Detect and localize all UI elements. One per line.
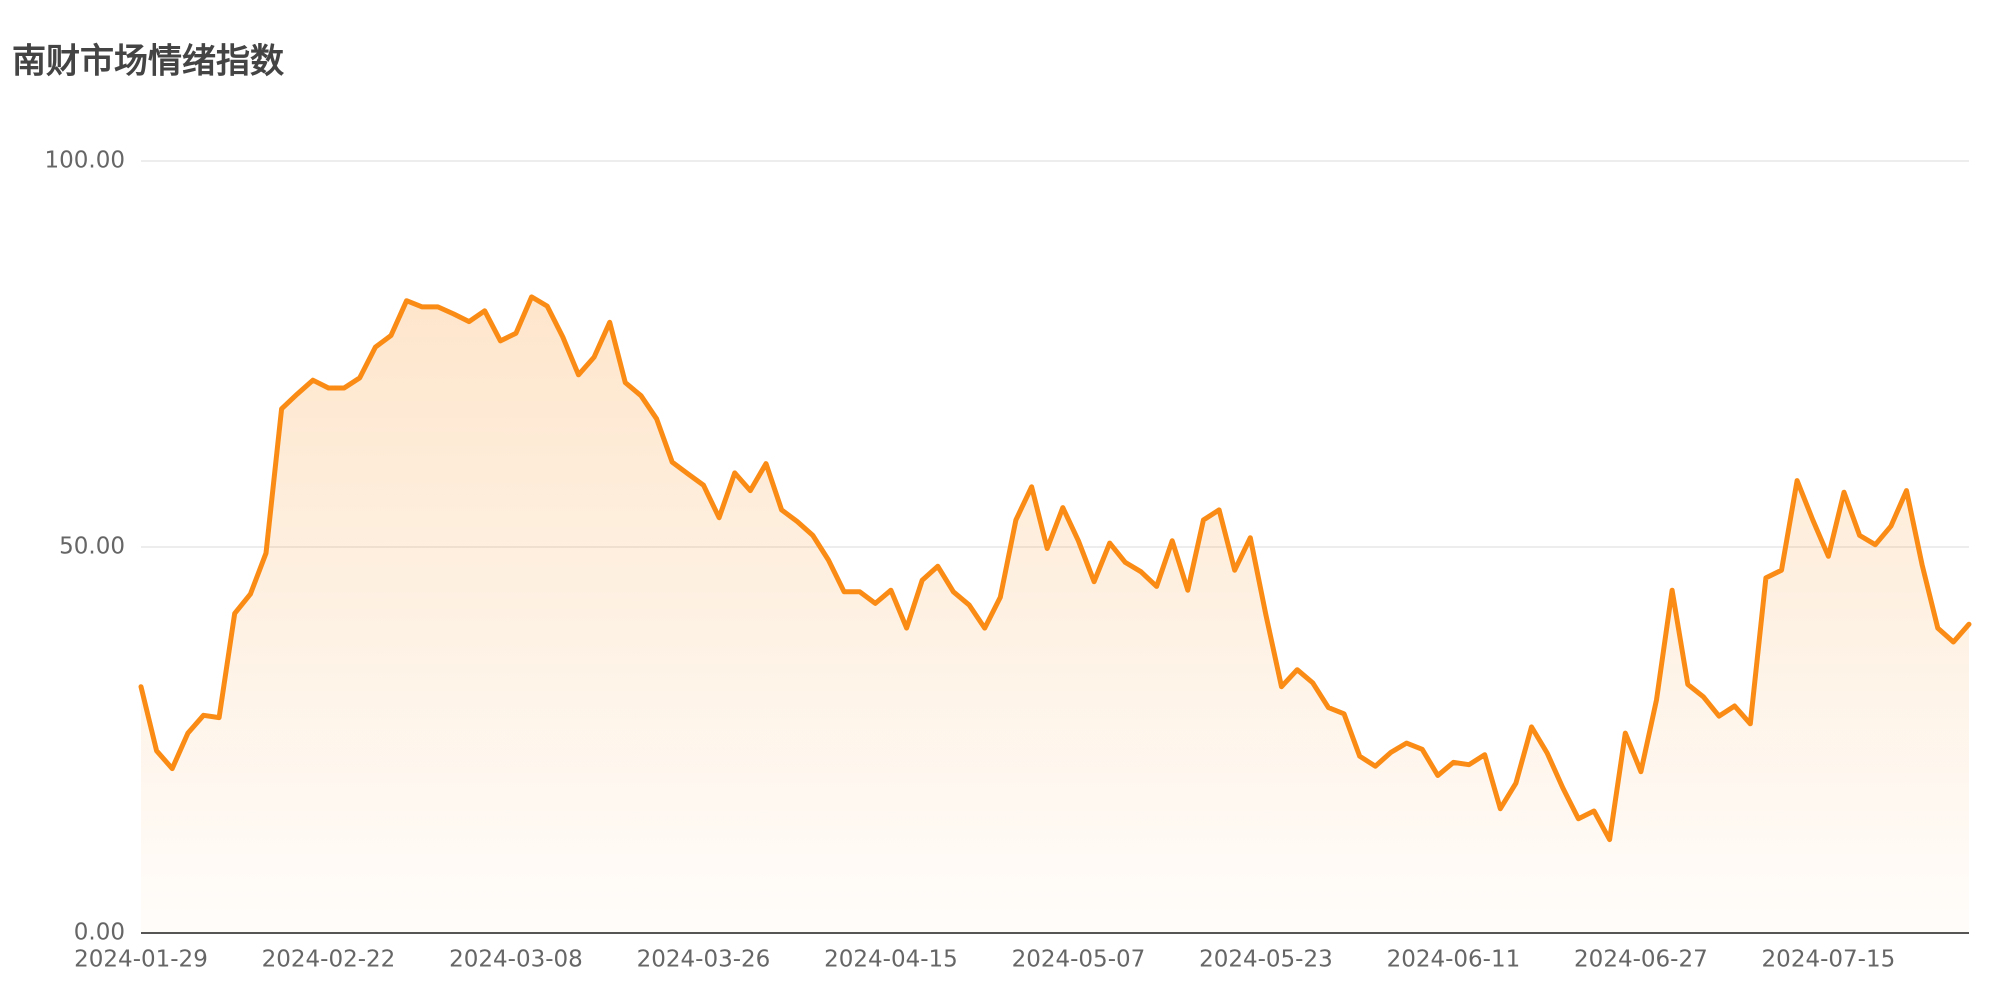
x-tick-label: 2024-06-11 — [1387, 947, 1521, 973]
x-tick-label: 2024-02-22 — [262, 947, 396, 973]
y-tick-label: 100.00 — [45, 148, 125, 174]
y-tick-label: 0.00 — [74, 920, 125, 946]
x-tick-label: 2024-07-15 — [1762, 947, 1896, 973]
x-tick-label: 2024-03-08 — [449, 947, 583, 973]
x-tick-label: 2024-05-23 — [1199, 947, 1333, 973]
x-tick-label: 2024-01-29 — [74, 947, 208, 973]
chart-title: 南财市场情绪指数 — [12, 42, 284, 82]
y-tick-label: 50.00 — [59, 534, 125, 560]
line — [138, 294, 1972, 843]
x-tick-label: 2024-04-15 — [824, 947, 958, 973]
area — [141, 296, 1969, 933]
x-tick-label: 2024-06-27 — [1574, 947, 1708, 973]
x-tick-label: 2024-05-07 — [1012, 947, 1146, 973]
x-tick-label: 2024-03-26 — [637, 947, 771, 973]
